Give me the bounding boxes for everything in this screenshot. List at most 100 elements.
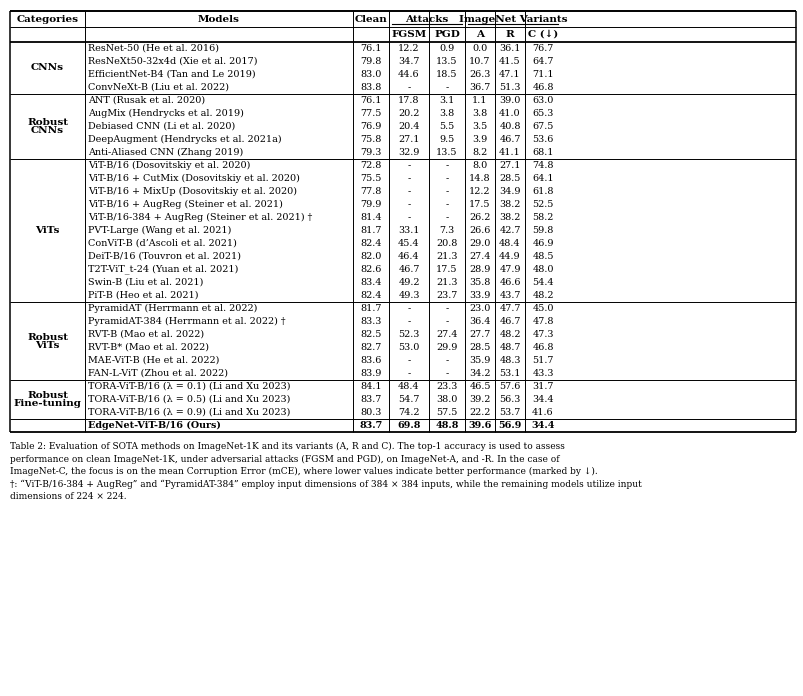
Text: 0.0: 0.0 <box>472 44 487 53</box>
Text: 65.3: 65.3 <box>532 109 553 118</box>
Text: 36.1: 36.1 <box>499 44 520 53</box>
Text: 47.7: 47.7 <box>499 304 520 313</box>
Text: PVT-Large (Wang et al. 2021): PVT-Large (Wang et al. 2021) <box>88 226 231 235</box>
Text: 47.1: 47.1 <box>499 70 520 79</box>
Text: 36.7: 36.7 <box>469 83 490 92</box>
Text: -: - <box>407 161 410 170</box>
Text: 27.4: 27.4 <box>436 330 457 339</box>
Text: PyramidAT-384 (Herrmann et al. 2022) †: PyramidAT-384 (Herrmann et al. 2022) † <box>88 317 285 326</box>
Text: -: - <box>445 317 448 326</box>
Text: 29.0: 29.0 <box>469 239 490 248</box>
Text: FGSM: FGSM <box>391 30 426 39</box>
Text: 82.6: 82.6 <box>360 265 381 274</box>
Text: 43.3: 43.3 <box>532 369 553 378</box>
Text: 36.4: 36.4 <box>469 317 490 326</box>
Text: -: - <box>407 304 410 313</box>
Text: 82.0: 82.0 <box>360 252 381 261</box>
Text: 40.8: 40.8 <box>499 122 520 131</box>
Text: EdgeNet-ViT-B/16 (Ours): EdgeNet-ViT-B/16 (Ours) <box>88 421 221 430</box>
Text: FAN-L-ViT (Zhou et al. 2022): FAN-L-ViT (Zhou et al. 2022) <box>88 369 228 378</box>
Text: 7.3: 7.3 <box>438 226 454 235</box>
Text: 53.1: 53.1 <box>499 369 520 378</box>
Text: 27.4: 27.4 <box>469 252 490 261</box>
Text: 67.5: 67.5 <box>532 122 553 131</box>
Text: 84.1: 84.1 <box>360 382 381 391</box>
Text: 51.3: 51.3 <box>499 83 520 92</box>
Text: 59.8: 59.8 <box>532 226 553 235</box>
Text: 34.7: 34.7 <box>397 57 419 66</box>
Text: 56.9: 56.9 <box>498 421 521 430</box>
Text: 83.6: 83.6 <box>360 356 381 365</box>
Text: Robust: Robust <box>27 118 68 127</box>
Text: †: “ViT-B/16-384 + AugReg” and “PyramidAT-384” employ input dimensions of 384 × : †: “ViT-B/16-384 + AugReg” and “PyramidA… <box>10 480 641 489</box>
Text: 49.3: 49.3 <box>397 291 419 300</box>
Text: dimensions of 224 × 224.: dimensions of 224 × 224. <box>10 492 126 501</box>
Text: 44.6: 44.6 <box>397 70 419 79</box>
Text: 31.7: 31.7 <box>532 382 553 391</box>
Text: 48.3: 48.3 <box>499 356 520 365</box>
Text: Robust: Robust <box>27 333 68 342</box>
Text: 76.1: 76.1 <box>360 96 381 105</box>
Text: 8.0: 8.0 <box>472 161 487 170</box>
Text: 34.9: 34.9 <box>499 187 520 196</box>
Text: -: - <box>407 83 410 92</box>
Text: 28.5: 28.5 <box>499 174 520 183</box>
Text: 64.7: 64.7 <box>532 57 553 66</box>
Text: 3.8: 3.8 <box>438 109 454 118</box>
Text: 76.1: 76.1 <box>360 44 381 53</box>
Text: 53.7: 53.7 <box>499 408 520 417</box>
Text: 76.7: 76.7 <box>532 44 553 53</box>
Text: 41.5: 41.5 <box>499 57 520 66</box>
Text: 76.9: 76.9 <box>360 122 381 131</box>
Text: 74.2: 74.2 <box>397 408 419 417</box>
Text: -: - <box>445 356 448 365</box>
Text: ViT-B/16-384 + AugReg (Steiner et al. 2021) †: ViT-B/16-384 + AugReg (Steiner et al. 20… <box>88 213 312 222</box>
Text: 63.0: 63.0 <box>532 96 553 105</box>
Text: -: - <box>407 317 410 326</box>
Text: DeiT-B/16 (Touvron et al. 2021): DeiT-B/16 (Touvron et al. 2021) <box>88 252 241 261</box>
Text: 47.9: 47.9 <box>499 265 520 274</box>
Text: performance on clean ImageNet-1K, under adversarial attacks (FGSM and PGD), on I: performance on clean ImageNet-1K, under … <box>10 454 559 464</box>
Text: -: - <box>445 304 448 313</box>
Text: ViT-B/16 (Dosovitskiy et al. 2020): ViT-B/16 (Dosovitskiy et al. 2020) <box>88 161 250 170</box>
Text: ViT-B/16 + AugReg (Steiner et al. 2021): ViT-B/16 + AugReg (Steiner et al. 2021) <box>88 200 283 209</box>
Text: 49.2: 49.2 <box>397 278 419 287</box>
Text: 5.5: 5.5 <box>438 122 454 131</box>
Text: 35.9: 35.9 <box>469 356 490 365</box>
Text: TORA-ViT-B/16 (λ = 0.9) (Li and Xu 2023): TORA-ViT-B/16 (λ = 0.9) (Li and Xu 2023) <box>88 408 290 417</box>
Text: 46.9: 46.9 <box>532 239 553 248</box>
Text: -: - <box>407 187 410 196</box>
Text: 42.7: 42.7 <box>499 226 520 235</box>
Text: 45.0: 45.0 <box>532 304 553 313</box>
Text: 48.4: 48.4 <box>397 382 419 391</box>
Text: 81.7: 81.7 <box>360 226 381 235</box>
Text: 27.1: 27.1 <box>397 135 419 144</box>
Text: 48.7: 48.7 <box>499 343 520 352</box>
Text: 83.8: 83.8 <box>360 83 381 92</box>
Text: 83.7: 83.7 <box>360 395 381 404</box>
Text: 3.8: 3.8 <box>472 109 487 118</box>
Text: TORA-ViT-B/16 (λ = 0.1) (Li and Xu 2023): TORA-ViT-B/16 (λ = 0.1) (Li and Xu 2023) <box>88 382 290 391</box>
Text: Categories: Categories <box>17 15 79 24</box>
Text: 48.5: 48.5 <box>532 252 553 261</box>
Text: 48.8: 48.8 <box>434 421 459 430</box>
Text: 81.4: 81.4 <box>360 213 381 222</box>
Text: 69.8: 69.8 <box>397 421 420 430</box>
Text: 21.3: 21.3 <box>436 252 457 261</box>
Text: R: R <box>505 30 514 39</box>
Text: ConvNeXt-B (Liu et al. 2022): ConvNeXt-B (Liu et al. 2022) <box>88 83 229 92</box>
Text: 20.8: 20.8 <box>436 239 457 248</box>
Text: Anti-Aliased CNN (Zhang 2019): Anti-Aliased CNN (Zhang 2019) <box>88 148 243 157</box>
Text: 20.4: 20.4 <box>397 122 419 131</box>
Text: 17.8: 17.8 <box>397 96 419 105</box>
Text: 75.5: 75.5 <box>360 174 381 183</box>
Text: 72.8: 72.8 <box>360 161 381 170</box>
Text: 46.8: 46.8 <box>532 83 553 92</box>
Text: 52.5: 52.5 <box>532 200 553 209</box>
Text: ViT-B/16 + MixUp (Dosovitskiy et al. 2020): ViT-B/16 + MixUp (Dosovitskiy et al. 202… <box>88 187 296 196</box>
Text: ANT (Rusak et al. 2020): ANT (Rusak et al. 2020) <box>88 96 205 105</box>
Text: 57.5: 57.5 <box>436 408 457 417</box>
Text: 46.4: 46.4 <box>397 252 419 261</box>
Text: 47.8: 47.8 <box>532 317 553 326</box>
Text: 13.5: 13.5 <box>436 57 457 66</box>
